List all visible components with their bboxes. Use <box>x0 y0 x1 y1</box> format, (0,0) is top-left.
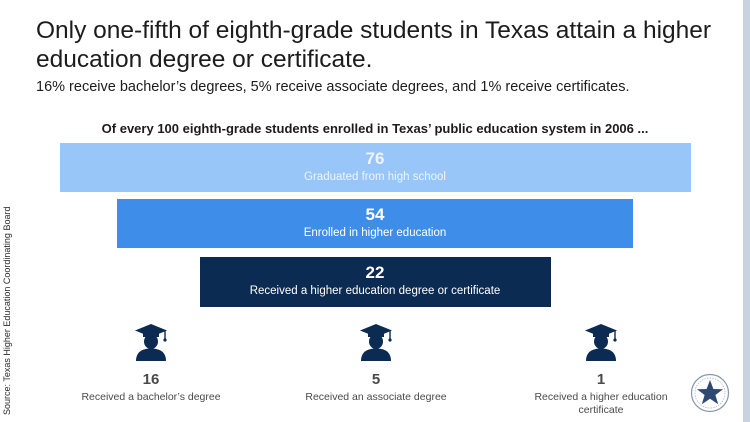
subtitle: 16% receive bachelor’s degrees, 5% recei… <box>36 79 630 95</box>
graduate-cap-person-icon <box>584 323 618 361</box>
funnel-bar: 54 Enrolled in higher education <box>116 199 634 248</box>
bar-value-label: 76 <box>365 149 385 168</box>
right-edge-strip <box>743 0 750 422</box>
texas-star-seal-icon <box>690 373 730 413</box>
breakdown-label: Received a higher education certificate <box>534 391 668 416</box>
bar-value-label: 54 <box>365 205 385 224</box>
breakdown-value: 16 <box>142 371 160 388</box>
page-title: Only one-fifth of eighth-grade students … <box>36 17 712 73</box>
breakdown-label: Received an associate degree <box>305 391 447 403</box>
source-note: Source: Texas Higher Education Coordinat… <box>2 206 12 415</box>
graduate-cap-person-icon <box>359 323 393 361</box>
bar-category-label: Graduated from high school <box>304 171 446 183</box>
chart-lead-in: Of every 100 eighth-grade students enrol… <box>101 121 649 136</box>
funnel-bar: 22 Received a higher education degree or … <box>199 257 551 307</box>
graduate-cap-person-icon <box>134 323 168 361</box>
funnel-bar: 76 Graduated from high school <box>59 143 691 192</box>
breakdown-value: 5 <box>371 371 381 388</box>
bar-category-label: Enrolled in higher education <box>303 227 447 239</box>
bar-value-label: 22 <box>365 263 385 282</box>
breakdown-label: Received a bachelor’s degree <box>81 391 221 403</box>
breakdown-value: 1 <box>596 371 606 388</box>
bar-category-label: Received a higher education degree or ce… <box>249 285 501 297</box>
